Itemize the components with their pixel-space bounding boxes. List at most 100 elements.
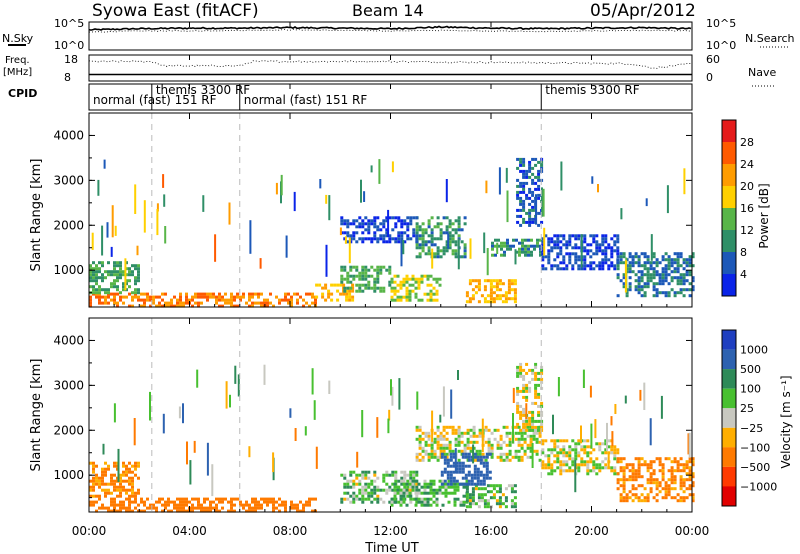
heatmap-cell [448,237,452,241]
heatmap-cell [402,283,406,287]
heatmap-cell [531,401,535,405]
heatmap-cell [451,431,455,435]
heatmap-cell [513,279,517,283]
heatmap-cell [484,440,488,444]
heatmap-cell [143,509,146,513]
heatmap-cell [607,267,611,271]
heatmap-cell [269,500,272,504]
heatmap-cell [463,243,467,247]
heatmap-cell [92,288,95,292]
heatmap-cell [336,283,340,287]
heatmap-cell [158,500,161,504]
heatmap-cell [402,479,406,483]
heatmap-cell [409,485,413,489]
heatmap-cell [604,463,608,467]
heatmap-cell [445,243,449,247]
heatmap-cell [562,445,566,449]
heatmap-cell [634,261,638,265]
heatmap-cell [423,497,427,501]
heatmap-streak [259,258,262,269]
heatmap-cell [568,234,572,238]
heatmap-cell [519,163,523,167]
heatmap-cell [637,291,641,295]
heatmap-cell [415,452,419,456]
heatmap-cell [661,279,665,283]
heatmap-cell [355,225,359,229]
heatmap-cell [502,425,506,429]
heatmap-cell [203,292,206,296]
heatmap-streak [552,414,554,435]
colorbar-tick-label: 20 [740,180,754,193]
heatmap-cell [522,377,526,381]
heatmap-cell [613,457,617,461]
heatmap-cell [652,288,656,292]
heatmap-cell [128,497,131,501]
heatmap-cell [467,482,471,486]
heatmap-cell [646,279,650,283]
heatmap-cell [465,487,469,491]
heatmap-cell [245,503,248,507]
heatmap-cell [248,503,251,507]
heatmap-cell [92,470,95,474]
heatmap-cell [349,473,353,477]
heatmap-cell [379,265,383,269]
heatmap-cell [92,500,95,504]
heatmap-cell [479,482,483,486]
heatmap-cell [455,467,459,471]
heatmap-cell [679,499,683,503]
heatmap-cell [373,479,377,483]
heatmap-cell [497,244,500,248]
heatmap-cell [89,270,92,274]
heatmap-cell [442,437,446,441]
heatmap-cell [442,446,446,450]
heatmap-cell [149,304,152,308]
heatmap-cell [498,297,502,301]
heatmap-cell [670,475,674,479]
heatmap-cell [343,237,347,241]
heatmap-cell [468,493,472,497]
heatmap-cell [489,288,493,292]
heatmap-cell [516,178,520,182]
heatmap-cell [442,246,446,250]
heatmap-cell [616,294,620,298]
heatmap-cell [495,282,499,286]
heatmap-cell [482,461,486,465]
heatmap-cell [412,231,416,235]
heatmap-cell [517,449,521,453]
heatmap-cell [436,222,440,226]
heatmap-cell [382,225,386,229]
heatmap-cell [452,464,456,468]
heatmap-cell [451,428,455,432]
heatmap-cell [476,473,480,477]
heatmap-cell [536,241,539,245]
heatmap-cell [556,457,560,461]
heatmap-cell [676,255,680,259]
heatmap-cell [464,452,468,456]
heatmap-cell [460,434,464,438]
heatmap-cell [442,216,446,220]
x-tick-label: 16:00 [474,524,509,538]
heatmap-cell [515,238,518,242]
heatmap-cell [664,487,668,491]
heatmap-cell [461,455,465,459]
heatmap-cell [646,469,650,473]
heatmap-cell [284,506,287,510]
colorbar-swatch [722,486,736,506]
heatmap-cell [203,497,206,501]
heatmap-cell [667,291,671,295]
heatmap-streak [106,222,109,238]
heatmap-cell [352,491,356,495]
heatmap-cell [535,452,539,456]
heatmap-cell [433,252,437,256]
heatmap-cell [598,463,602,467]
heatmap-cell [661,282,665,286]
heatmap-cell [230,503,233,507]
heatmap-cell [565,469,569,473]
heatmap-cell [125,467,128,471]
heatmap-cell [221,298,224,302]
heatmap-cell [432,286,436,290]
heatmap-cell [215,497,218,501]
heatmap-cell [607,439,611,443]
heatmap-cell [517,440,521,444]
heatmap-cell [532,431,536,435]
